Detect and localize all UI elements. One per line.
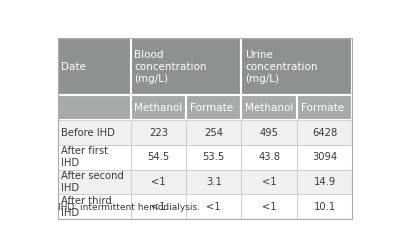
Bar [297,170,352,194]
Text: 254: 254 [204,128,223,138]
Text: Date: Date [62,62,86,72]
Text: Before IHD: Before IHD [62,128,115,138]
Bar [58,170,130,194]
Bar [297,96,352,120]
Text: 43.8: 43.8 [258,152,280,162]
Text: 54.5: 54.5 [147,152,170,162]
Text: <1: <1 [151,177,166,187]
Bar [130,96,186,120]
Bar [297,120,352,145]
Text: Blood
concentration
(mg/L): Blood concentration (mg/L) [134,50,207,84]
Bar [242,145,297,170]
Text: After first
IHD: After first IHD [62,146,108,169]
Bar [58,194,130,219]
Bar [130,145,186,170]
Text: After third
IHD: After third IHD [62,196,112,218]
Text: After second
IHD: After second IHD [62,171,124,193]
Bar [130,38,242,96]
Text: Methanol: Methanol [134,103,183,113]
Text: 3.1: 3.1 [206,177,222,187]
Bar [186,120,242,145]
Text: 3094: 3094 [312,152,337,162]
Text: Methanol: Methanol [245,103,294,113]
Bar [130,120,186,145]
Text: Urine
concentration
(mg/L): Urine concentration (mg/L) [245,50,318,84]
Text: IHD: intermittent hemodialysis.: IHD: intermittent hemodialysis. [58,203,200,212]
Text: 53.5: 53.5 [202,152,225,162]
Bar [58,145,130,170]
Bar [58,120,130,145]
Bar [186,145,242,170]
Text: 223: 223 [149,128,168,138]
Bar [130,194,186,219]
Text: Formate: Formate [190,103,233,113]
Bar [186,194,242,219]
Text: Formate: Formate [300,103,344,113]
Bar [58,96,130,120]
Bar [186,96,242,120]
Text: <1: <1 [262,177,276,187]
Bar [297,145,352,170]
Bar [242,96,297,120]
Bar [242,170,297,194]
Bar [242,38,352,96]
Bar [186,170,242,194]
Text: 495: 495 [260,128,279,138]
Text: <1: <1 [206,202,221,212]
Bar [130,170,186,194]
Text: <1: <1 [151,202,166,212]
Text: 6428: 6428 [312,128,337,138]
Bar [58,38,130,96]
Bar [297,194,352,219]
Text: <1: <1 [262,202,276,212]
Bar [242,120,297,145]
Text: 10.1: 10.1 [314,202,336,212]
Text: 14.9: 14.9 [314,177,336,187]
Bar [242,194,297,219]
